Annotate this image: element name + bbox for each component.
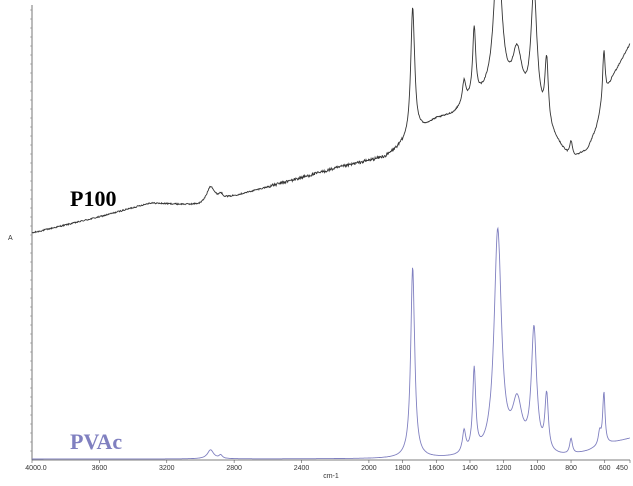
series-label-p100: P100 (70, 186, 116, 211)
series-line-pvac (32, 226, 630, 460)
series-label-pvac: PVAc (70, 429, 122, 454)
x-tick-label: 3200 (159, 465, 175, 472)
x-tick-label: 1200 (496, 465, 512, 472)
x-axis-ticks: 4000.0 3600 3200 2800 2400 2000 1800 1600 1400 12… (25, 460, 631, 472)
x-tick-label: 450 (616, 465, 628, 472)
y-axis-ticks (30, 9, 32, 452)
x-tick-label: 2000 (361, 465, 377, 472)
x-tick-label: 4000.0 (25, 465, 47, 472)
x-tick-label: 600 (599, 465, 611, 472)
x-tick-label: 1800 (395, 465, 411, 472)
x-tick-label: 1600 (428, 465, 444, 472)
x-tick-label: 2400 (294, 465, 310, 472)
series-line-p100 (31, 0, 631, 234)
x-tick-label: 1000 (530, 465, 546, 472)
y-axis-label: A (8, 235, 13, 242)
x-axis-label: cm-1 (323, 473, 339, 480)
x-tick-label: 2800 (226, 465, 242, 472)
x-tick-label: 800 (565, 465, 577, 472)
x-tick-label: 1400 (462, 465, 478, 472)
spectra (31, 0, 631, 460)
x-tick-label: 3600 (92, 465, 108, 472)
